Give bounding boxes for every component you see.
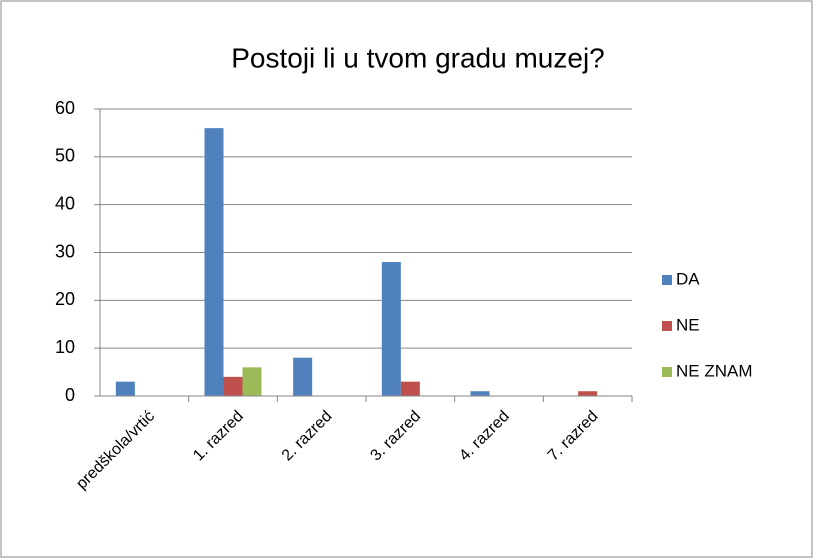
- legend-swatch: [662, 367, 672, 377]
- bar: [293, 357, 313, 396]
- y-tick-label: 40: [55, 193, 75, 213]
- legend-label: NE ZNAM: [676, 361, 753, 380]
- bar: [381, 262, 401, 396]
- y-tick-label: 20: [55, 289, 75, 309]
- bar: [204, 128, 224, 396]
- y-tick-label: 0: [65, 385, 75, 405]
- bar: [400, 381, 420, 396]
- legend-swatch: [662, 321, 672, 331]
- bar: [578, 391, 598, 396]
- legend-label: DA: [676, 269, 700, 288]
- chart-title: Postoji li u tvom gradu muzej?: [231, 42, 605, 73]
- y-tick-label: 50: [55, 146, 75, 166]
- y-tick-label: 60: [55, 98, 75, 118]
- bar: [115, 381, 135, 396]
- bar: [470, 391, 490, 396]
- legend-swatch: [662, 275, 672, 285]
- y-tick-label: 30: [55, 241, 75, 261]
- legend-label: NE: [676, 315, 700, 334]
- bar: [242, 367, 262, 396]
- y-tick-label: 10: [55, 337, 75, 357]
- bar: [223, 376, 243, 396]
